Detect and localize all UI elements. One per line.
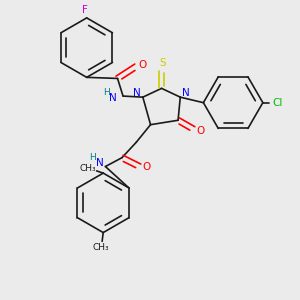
Text: N: N [96, 158, 104, 168]
Text: S: S [159, 58, 166, 68]
Text: Cl: Cl [272, 98, 282, 108]
Text: O: O [139, 60, 147, 70]
Text: H: H [103, 88, 110, 97]
Text: F: F [82, 5, 87, 15]
Text: CH₃: CH₃ [80, 164, 96, 173]
Text: O: O [142, 161, 150, 172]
Text: N: N [134, 88, 141, 98]
Text: N: N [109, 93, 117, 103]
Text: CH₃: CH₃ [93, 244, 109, 253]
Text: H: H [89, 153, 96, 162]
Text: N: N [182, 88, 190, 98]
Text: O: O [196, 126, 204, 136]
